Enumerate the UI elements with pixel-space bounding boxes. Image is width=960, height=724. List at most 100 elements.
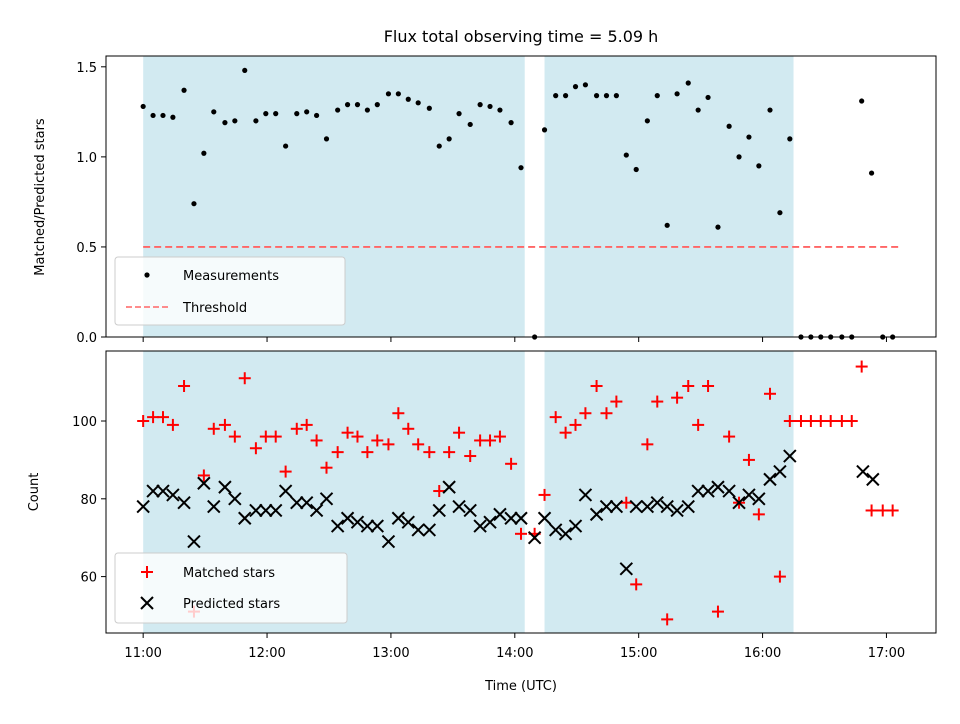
predicted-star-point [319, 492, 334, 506]
predicted-star-point [299, 495, 314, 510]
matched-star-point [600, 407, 613, 420]
matched-star-point [207, 422, 220, 435]
x-b [483, 515, 497, 529]
matched-star-point [661, 613, 674, 626]
matched-star-point [559, 426, 572, 439]
matched-star-point [238, 372, 251, 385]
predicted-star-point [752, 492, 766, 506]
matched-star-point [320, 461, 333, 474]
predicted-star-point [452, 499, 466, 514]
matched-star-point [886, 504, 899, 517]
x-b [722, 484, 736, 498]
predicted-star-point [711, 480, 725, 494]
matched-star-point [371, 434, 384, 447]
x-tick-label: 16:00 [744, 646, 781, 661]
matched-star-point [752, 508, 765, 521]
x-b [473, 519, 487, 533]
matched-star-point [845, 415, 858, 428]
measurement-point [787, 136, 793, 142]
matched-star-point [249, 442, 262, 455]
measurement-point [562, 93, 569, 99]
measurement-point [508, 120, 514, 126]
x-b [773, 464, 787, 479]
matched-star-point [682, 380, 695, 393]
predicted-star-point [350, 515, 365, 529]
predicted-star-point [370, 519, 385, 533]
matched-star-point [269, 430, 282, 443]
predicted-star-point [207, 499, 221, 514]
matched-star-point [783, 415, 796, 428]
legend-marker-matched [141, 566, 153, 578]
matched-star-point [515, 527, 527, 540]
legend-frame [114, 256, 346, 326]
predicted-star-point [238, 511, 252, 525]
x-b [166, 488, 180, 502]
x-tick-label: 11:00 [124, 646, 161, 661]
panel-top-ylabel: Matched/Predicted stars [33, 118, 48, 276]
x-b [691, 484, 705, 498]
x-b [629, 499, 643, 514]
legend-label-threshold: Threshold [182, 301, 247, 316]
x-b [207, 499, 221, 514]
x-b [381, 534, 396, 549]
x-b [568, 519, 583, 533]
measurement-point [181, 87, 187, 93]
predicted-star-point [391, 511, 406, 525]
matched-star-point [764, 387, 776, 400]
measurement-point [593, 93, 600, 99]
measurement-point [487, 103, 493, 110]
predicted-star-point [640, 499, 655, 514]
matched-star-point [228, 430, 241, 443]
predicted-star-point [763, 472, 777, 487]
predicted-star-point [493, 507, 507, 522]
measurement-point [426, 105, 432, 111]
measurement-point [405, 96, 411, 102]
xaxis-label: Time (UTC) [484, 679, 557, 694]
matched-star-point [590, 380, 603, 393]
measurement-point [715, 224, 721, 230]
predicted-star-point [381, 534, 396, 549]
measurement-point [374, 102, 380, 108]
measurement-point [756, 163, 762, 169]
matched-star-point [742, 453, 755, 466]
predicted-star-point [629, 499, 643, 514]
measurement-point [518, 165, 524, 171]
x-b [650, 495, 664, 510]
measurement-point [263, 111, 269, 117]
predicted-star-point [773, 464, 787, 479]
matched-star-point [279, 465, 292, 478]
measurement-point [654, 93, 660, 99]
matched-star-point [433, 485, 446, 498]
predicted-star-point [599, 499, 614, 514]
measurement-point [623, 152, 629, 158]
predicted-star-point [504, 511, 518, 525]
x-b [660, 499, 674, 514]
x-b [701, 484, 715, 498]
matched-star-point [824, 415, 837, 428]
y-tick-label: 100 [72, 415, 97, 430]
x-tick-label: 15:00 [620, 646, 657, 661]
x-b [866, 472, 880, 487]
x-b [259, 503, 273, 518]
panel-bottom: 60 80 100 11:00 12:00 13:00 14:00 15:00 16:00 17… [27, 350, 937, 694]
predicted-star-point [732, 495, 746, 510]
y-tick-label: 1.0 [76, 151, 97, 166]
measurement-point [344, 102, 351, 108]
predicted-star-point [136, 499, 150, 514]
measurement-point [572, 84, 579, 90]
predicted-star-point [218, 480, 232, 494]
chart-title: Flux total observing time = 5.09 h [384, 27, 659, 46]
predicted-star-point [681, 499, 695, 514]
matched-star-point [443, 446, 456, 459]
legend-frame [114, 552, 348, 624]
measurement-point [777, 210, 783, 216]
x-b [136, 499, 150, 514]
measurement-point [304, 109, 310, 115]
x-b [752, 492, 766, 506]
x-tick-label: 14:00 [496, 646, 533, 661]
matched-star-point [855, 360, 868, 373]
x-b [309, 503, 324, 518]
x-b [589, 507, 604, 522]
x-b [249, 503, 263, 518]
